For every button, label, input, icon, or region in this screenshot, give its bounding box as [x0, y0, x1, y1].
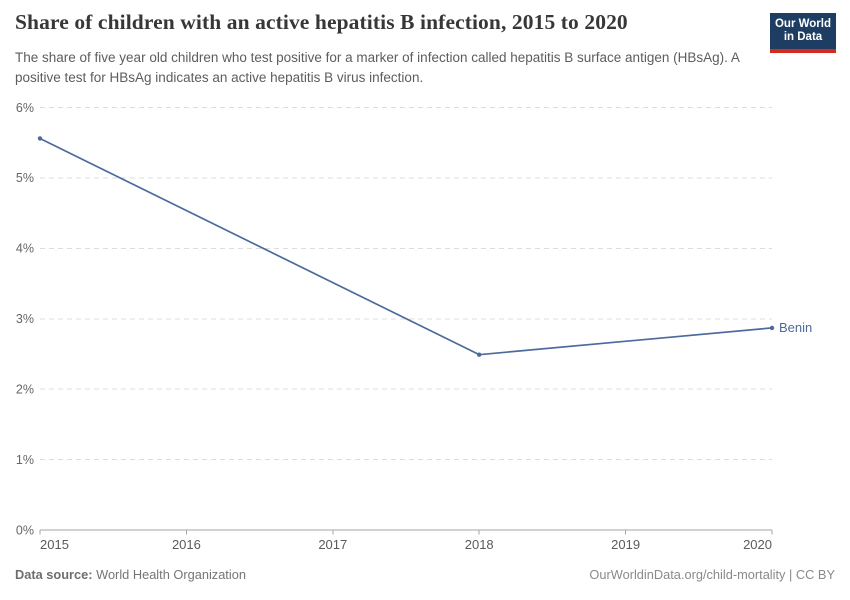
x-tick-label: 2020 [743, 537, 772, 552]
chart-subtitle: The share of five year old children who … [15, 50, 740, 85]
datasource-label: Data source: [15, 567, 93, 582]
y-tick-label: 3% [16, 312, 34, 326]
credit-link[interactable]: OurWorldinData.org/child-mortality | CC … [589, 567, 835, 582]
data-point[interactable] [769, 325, 775, 331]
x-tick-label: 2015 [40, 537, 69, 552]
datasource-value: World Health Organization [96, 567, 246, 582]
page-title: Share of children with an active hepatit… [15, 10, 628, 34]
y-tick-label: 1% [16, 453, 34, 467]
x-tick-label: 2019 [611, 537, 640, 552]
y-tick-label: 5% [16, 171, 34, 185]
chart-footer: Data source: World Health Organization O… [15, 567, 835, 582]
owid-logo[interactable]: Our World in Data [770, 13, 836, 49]
x-tick-label: 2017 [318, 537, 347, 552]
y-tick-label: 6% [16, 101, 34, 115]
owid-logo-line2: in Data [783, 31, 823, 43]
x-tick-label: 2018 [465, 537, 494, 552]
data-point[interactable] [477, 352, 482, 357]
series-label[interactable]: Benin [779, 320, 812, 335]
owid-logo-line1: Our World [774, 17, 831, 30]
datasource-line: Data source: World Health Organization [15, 567, 246, 582]
data-point[interactable] [37, 136, 43, 141]
owid-logo-accent-bar [770, 49, 836, 53]
x-tick-label: 2016 [172, 537, 201, 552]
y-tick-label: 0% [16, 523, 34, 537]
y-tick-label: 4% [16, 242, 34, 256]
y-tick-label: 2% [16, 382, 34, 396]
data-line[interactable] [39, 137, 773, 356]
